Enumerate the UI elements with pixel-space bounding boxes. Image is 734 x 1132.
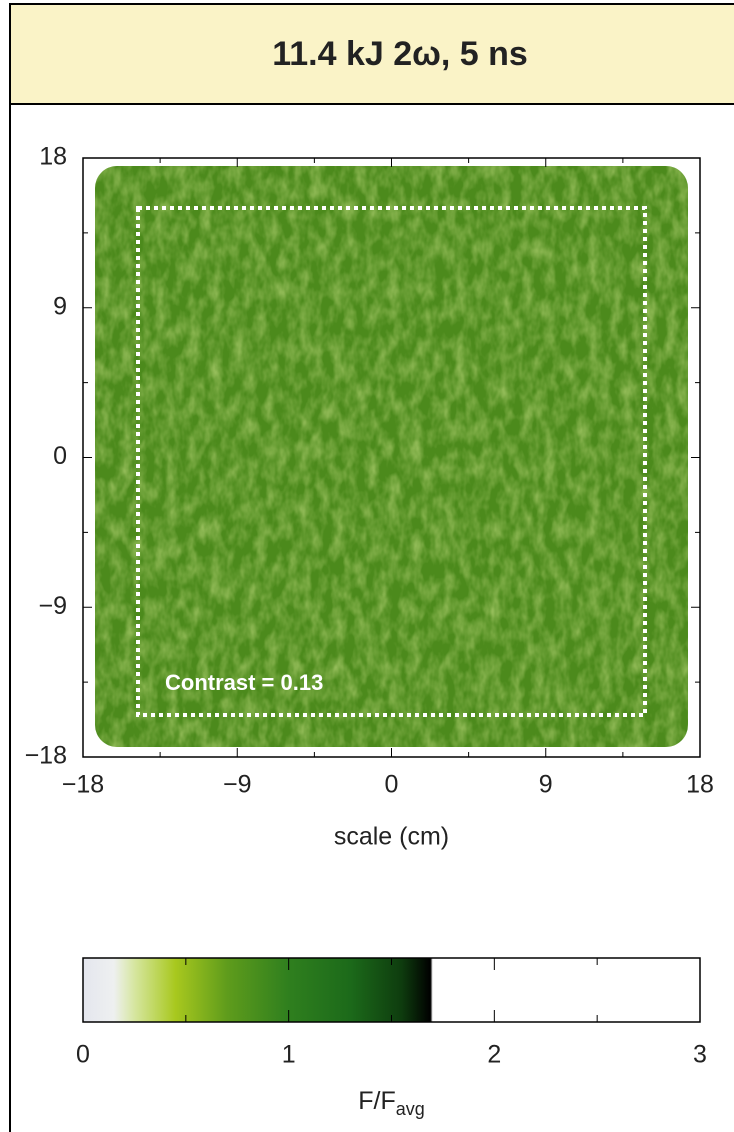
x-axis-label: scale (cm) xyxy=(334,823,449,851)
x-tick-label: 0 xyxy=(385,771,399,799)
x-tick-label: 9 xyxy=(539,771,553,799)
annotation: Contrast = 0.13 xyxy=(165,670,323,695)
chart-title: 11.4 kJ 2ω, 5 ns xyxy=(272,35,528,73)
colorbar-label-sub: avg xyxy=(396,1099,425,1119)
y-tick-label: 18 xyxy=(39,143,67,171)
colorbar-tick-label: 3 xyxy=(693,1041,707,1069)
colorbar-tick-label: 1 xyxy=(282,1041,296,1069)
beam-texture xyxy=(95,166,688,747)
colorbar-tick-label: 0 xyxy=(76,1041,90,1069)
colorbar-tick-label: 2 xyxy=(487,1041,501,1069)
colorbar-label-main: F/F xyxy=(358,1087,396,1115)
colorbar xyxy=(83,958,700,1022)
x-tick-label: −9 xyxy=(223,771,252,799)
y-tick-label: −18 xyxy=(25,742,67,770)
y-tick-label: 9 xyxy=(53,292,67,320)
y-tick-label: 0 xyxy=(53,442,67,470)
x-tick-label: −18 xyxy=(62,771,104,799)
x-tick-label: 18 xyxy=(686,771,714,799)
y-tick-label: −9 xyxy=(38,592,67,620)
